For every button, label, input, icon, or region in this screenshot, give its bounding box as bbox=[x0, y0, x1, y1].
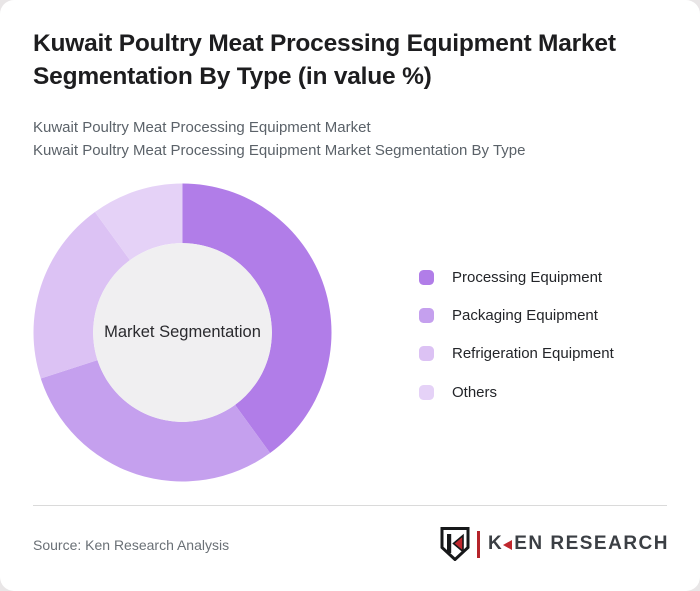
legend-label: Refrigeration Equipment bbox=[452, 345, 614, 363]
legend-label: Packaging Equipment bbox=[452, 306, 598, 324]
source-text: Source: Ken Research Analysis bbox=[33, 537, 230, 553]
legend: Processing Equipment Packaging Equipment… bbox=[419, 258, 614, 411]
legend-item-processing-equipment[interactable]: Processing Equipment bbox=[419, 258, 614, 296]
chart-title: Kuwait Poultry Meat Processing Equipment… bbox=[33, 30, 616, 90]
donut-slice-0[interactable] bbox=[182, 183, 332, 454]
donut-chart: Market Segmentation bbox=[33, 183, 332, 482]
donut-hole bbox=[93, 243, 272, 422]
logo-red-triangle-icon bbox=[503, 540, 513, 550]
donut-slice-2[interactable] bbox=[33, 211, 130, 379]
logo-rest-text: EN RESEARCH bbox=[514, 533, 669, 554]
donut-svg bbox=[33, 183, 332, 482]
ken-research-shield-icon bbox=[440, 527, 470, 561]
legend-swatch-icon bbox=[419, 384, 434, 400]
footer-divider bbox=[33, 505, 667, 506]
legend-label: Processing Equipment bbox=[452, 268, 603, 286]
legend-item-others[interactable]: Others bbox=[419, 373, 614, 411]
chart-subtitle-line1: Kuwait Poultry Meat Processing Equipment… bbox=[33, 119, 371, 136]
legend-item-packaging-equipment[interactable]: Packaging Equipment bbox=[419, 296, 614, 334]
logo-wordmark: K EN RESEARCH bbox=[488, 533, 669, 555]
donut-slice-3[interactable] bbox=[94, 183, 183, 261]
legend-swatch-icon bbox=[419, 307, 434, 323]
donut-slice-1[interactable] bbox=[40, 360, 271, 482]
legend-item-refrigeration-equipment[interactable]: Refrigeration Equipment bbox=[419, 335, 614, 373]
ken-research-logo: K EN RESEARCH bbox=[440, 525, 669, 563]
legend-swatch-icon bbox=[419, 269, 434, 285]
logo-letter-k: K bbox=[487, 533, 504, 554]
legend-label: Others bbox=[452, 383, 498, 401]
logo-separator bbox=[476, 530, 480, 558]
legend-swatch-icon bbox=[419, 346, 434, 362]
chart-subtitle-line2: Kuwait Poultry Meat Processing Equipment… bbox=[33, 142, 526, 159]
